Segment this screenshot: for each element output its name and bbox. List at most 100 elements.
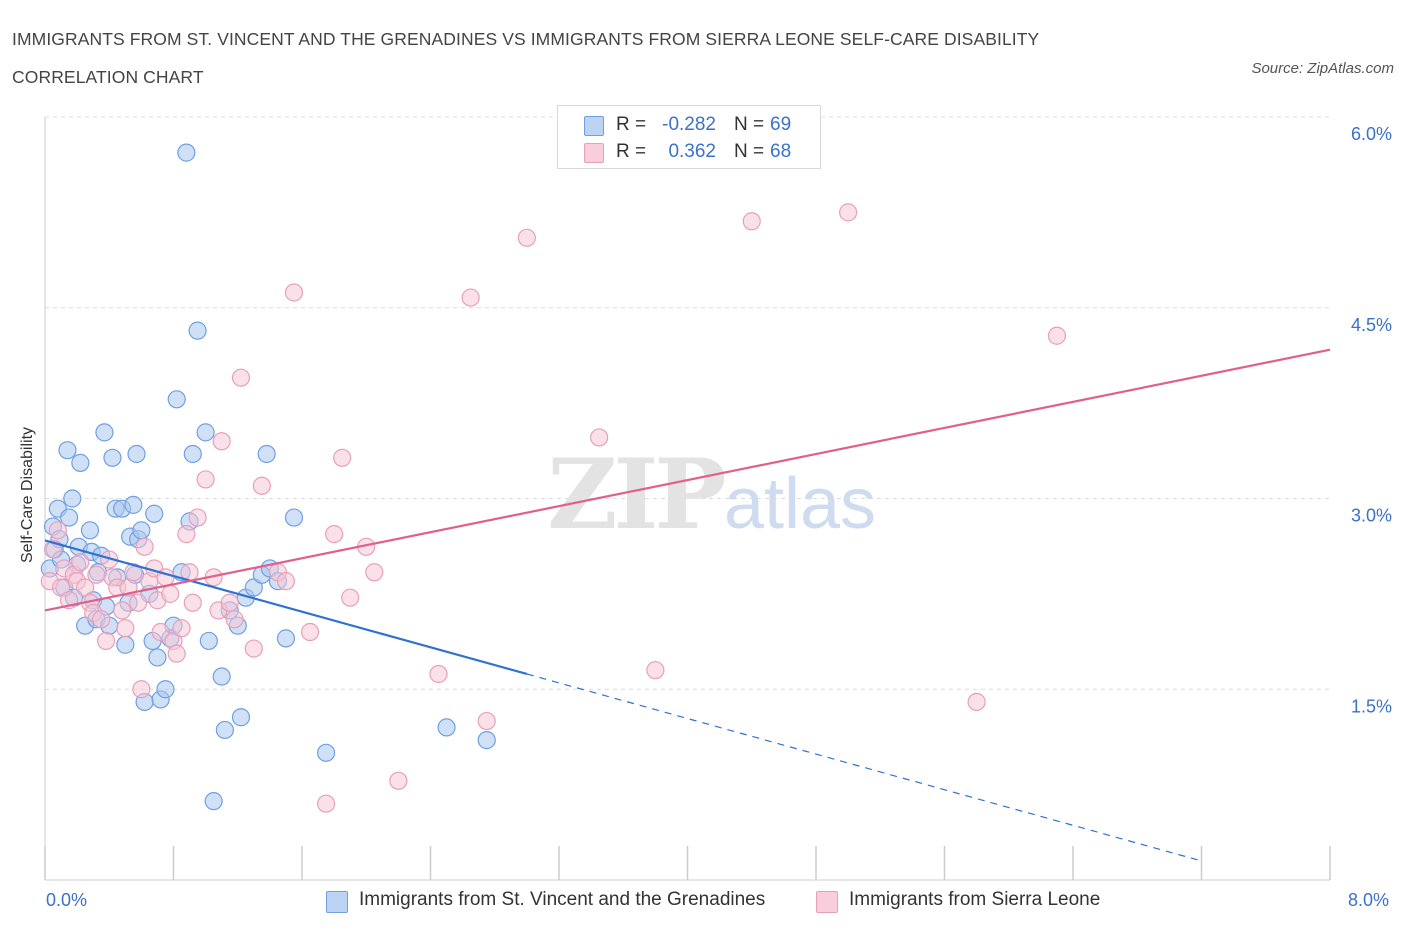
st-vincent-point	[71, 453, 90, 472]
y-tick-label: 4.5%	[1351, 315, 1392, 335]
sierra-leone-point	[742, 212, 761, 231]
legend-n-label: N =	[734, 141, 765, 162]
sierra-leone-point	[252, 476, 271, 495]
sierra-leone-point	[839, 203, 858, 222]
st-vincent-point	[63, 489, 82, 508]
y-axis-label: Self-Care Disability	[19, 426, 36, 564]
st-vincent-point	[148, 648, 167, 667]
st-vincent-point	[212, 667, 231, 686]
sierra-leone-point	[132, 680, 151, 699]
legend-n-label: N =	[734, 114, 765, 135]
sierra-leone-point	[300, 622, 320, 642]
sierra-leone-point	[646, 661, 665, 680]
st-vincent-point	[177, 143, 196, 162]
sierra-leone-point	[276, 572, 296, 591]
st-vincent-point	[116, 635, 135, 654]
correlation-legend: R = -0.282 N = 69 R = 0.362 N = 68	[557, 105, 821, 169]
st-vincent-point	[284, 508, 304, 527]
legend-swatch-blue	[326, 891, 348, 913]
st-vincent-point	[437, 718, 456, 737]
sierra-leone-point	[341, 588, 360, 607]
st-vincent-point	[196, 423, 215, 442]
st-vincent-point	[199, 631, 218, 651]
st-vincent-point	[215, 720, 234, 740]
sierra-leone-point	[43, 540, 63, 559]
sierra-leone-point	[316, 794, 336, 813]
x-tick-label-max: 8.0%	[1348, 890, 1390, 910]
legend-n-value: 69	[770, 114, 792, 135]
st-vincent-point	[145, 504, 164, 523]
sierra-leone-point	[225, 610, 244, 629]
trend-line-sierra-leone	[44, 348, 1331, 612]
st-vincent-point	[167, 390, 186, 409]
trend-lines	[44, 348, 1331, 862]
y-tick-label: 3.0%	[1351, 506, 1392, 526]
st-vincent-point	[183, 444, 202, 464]
sierra-leone-point	[461, 288, 480, 307]
sierra-leone-point	[196, 470, 215, 489]
legend-swatch-pink	[816, 891, 838, 913]
source-label: Source: ZipAtlas.com	[1251, 60, 1394, 77]
st-vincent-point	[188, 321, 207, 340]
sierra-leone-point	[590, 428, 609, 447]
watermark-atlas: atlas	[724, 464, 876, 544]
trend-line-st-vincent	[44, 539, 528, 676]
st-vincent-point	[156, 680, 175, 699]
series-sierra-leone-points	[40, 203, 1067, 813]
sierra-leone-point	[177, 525, 196, 544]
axes	[44, 117, 1331, 881]
st-vincent-point	[231, 708, 251, 727]
y-tick-label: 6.0%	[1351, 124, 1392, 144]
sierra-leone-point	[365, 563, 384, 582]
st-vincent-point	[276, 629, 296, 648]
sierra-leone-point	[112, 601, 132, 620]
sierra-leone-point	[188, 508, 207, 527]
sierra-leone-point	[325, 525, 344, 544]
watermark-zip: ZIP	[547, 438, 724, 551]
y-tick-labels: 1.5% 3.0% 4.5% 6.0%	[1351, 124, 1392, 716]
sierra-leone-point	[220, 593, 239, 612]
watermark: ZIP atlas	[547, 438, 876, 551]
st-vincent-point	[132, 521, 151, 540]
sierra-leone-point	[172, 619, 191, 638]
sierra-leone-point	[1047, 326, 1067, 345]
sierra-leone-point	[48, 521, 67, 540]
sierra-leone-point	[92, 610, 111, 629]
sierra-leone-point	[183, 593, 202, 612]
legend-item-label: Immigrants from Sierra Leone	[849, 889, 1101, 910]
legend-r-value: -0.282	[662, 114, 716, 135]
sierra-leone-point	[167, 644, 186, 663]
legend-swatch-pink	[584, 143, 604, 163]
sierra-leone-point	[517, 228, 536, 247]
sierra-leone-point	[124, 563, 143, 582]
sierra-leone-point	[135, 537, 154, 556]
sierra-leone-point	[212, 432, 231, 451]
legend-r-value: 0.362	[668, 141, 716, 162]
sierra-leone-point	[71, 552, 90, 572]
st-vincent-point	[58, 441, 77, 460]
st-vincent-point	[59, 508, 79, 527]
legend-r-label: R =	[616, 141, 647, 162]
sierra-leone-point	[284, 283, 304, 302]
trend-line-st-vincent-extension	[526, 673, 1202, 862]
legend-r-label: R =	[616, 114, 647, 135]
sierra-leone-point	[129, 593, 148, 612]
sierra-leone-point	[389, 771, 408, 790]
sierra-leone-point	[151, 622, 170, 642]
st-vincent-point	[80, 521, 100, 540]
sierra-leone-point	[429, 664, 448, 684]
st-vincent-point	[316, 743, 336, 762]
sierra-leone-point	[161, 584, 180, 603]
sierra-leone-point	[96, 631, 116, 651]
sierra-leone-point	[244, 639, 263, 658]
st-vincent-point	[257, 444, 276, 464]
sierra-leone-point	[477, 711, 496, 731]
sierra-leone-point	[116, 619, 135, 638]
st-vincent-point	[124, 495, 143, 514]
st-vincent-point	[477, 731, 496, 750]
st-vincent-point	[103, 448, 122, 467]
sierra-leone-point	[231, 368, 251, 387]
x-tick-label-min: 0.0%	[46, 890, 88, 910]
sierra-leone-point	[87, 565, 106, 584]
